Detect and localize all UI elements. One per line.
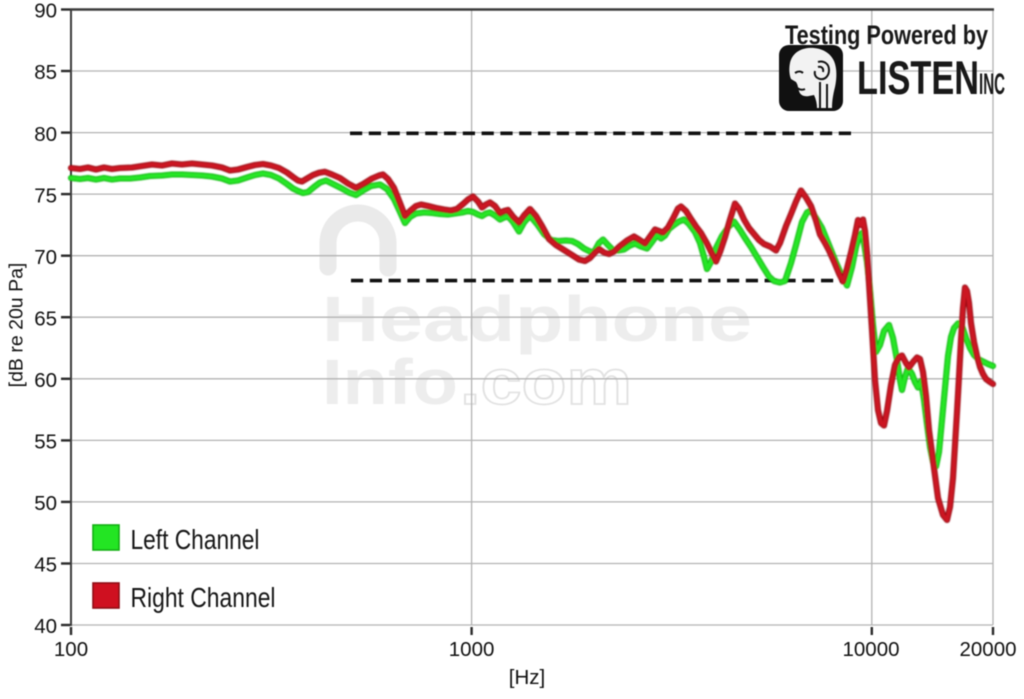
svg-text:65: 65 xyxy=(34,307,57,330)
svg-text:100: 100 xyxy=(54,638,88,661)
svg-text:Headphone: Headphone xyxy=(322,283,752,355)
svg-text:10000: 10000 xyxy=(842,638,899,661)
svg-text:Right Channel: Right Channel xyxy=(131,582,276,613)
svg-text:[Hz]: [Hz] xyxy=(509,666,545,689)
svg-text:45: 45 xyxy=(34,554,57,577)
svg-text:20000: 20000 xyxy=(959,638,1016,661)
svg-text:55: 55 xyxy=(34,431,57,454)
svg-text:1000: 1000 xyxy=(449,638,495,661)
svg-text:80: 80 xyxy=(34,123,57,146)
svg-text:50: 50 xyxy=(34,492,57,515)
svg-text:.com: .com xyxy=(460,346,632,418)
svg-text:40: 40 xyxy=(34,615,57,638)
svg-text:INC: INC xyxy=(979,68,1005,101)
svg-text:90: 90 xyxy=(34,0,57,23)
svg-text:LISTEN: LISTEN xyxy=(857,51,979,104)
svg-text:Left Channel: Left Channel xyxy=(131,524,260,555)
svg-text:85: 85 xyxy=(34,61,57,84)
svg-text:70: 70 xyxy=(34,246,57,269)
svg-text:[dB re 20u Pa]: [dB re 20u Pa] xyxy=(6,263,28,388)
svg-text:75: 75 xyxy=(34,184,57,207)
svg-text:Info: Info xyxy=(322,346,458,418)
svg-text:60: 60 xyxy=(34,369,57,392)
